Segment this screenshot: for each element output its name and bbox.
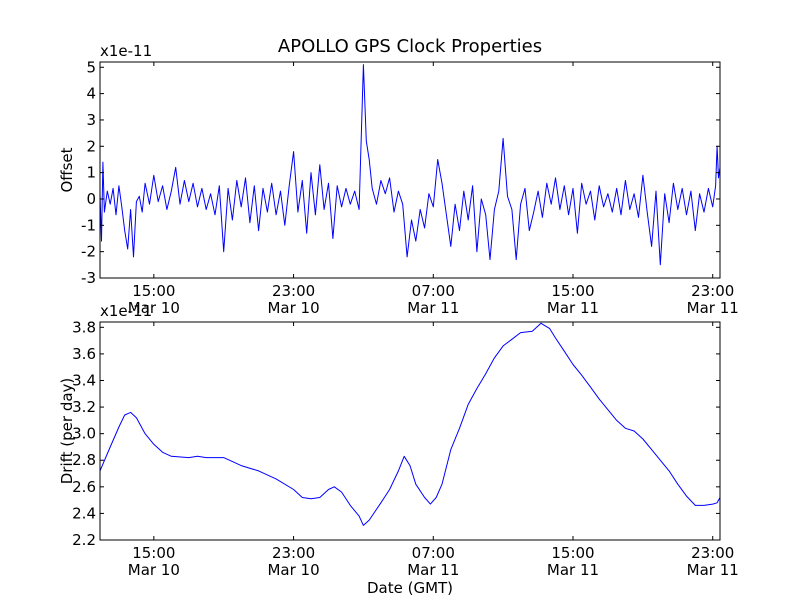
offset-x-tick-date-label: Mar 11 xyxy=(407,299,459,317)
offset-x-tick-time-label: 15:00 xyxy=(551,282,594,300)
drift-y-multiplier: x1e-11 xyxy=(100,302,152,320)
drift-x-tick-date-label: Mar 10 xyxy=(128,561,180,579)
drift-axes-frame xyxy=(99,321,721,541)
drift-x-tick-date-label: Mar 10 xyxy=(267,561,319,579)
drift-y-tick-label: 3.0 xyxy=(72,425,96,443)
offset-x-tick-date-label: Mar 11 xyxy=(547,299,599,317)
drift-x-tick-time-label: 15:00 xyxy=(551,544,594,562)
drift-x-tick-date-label: Mar 11 xyxy=(407,561,459,579)
offset-x-tick-time-label: 23:00 xyxy=(691,282,734,300)
drift-y-tick-label: 2.2 xyxy=(72,531,96,549)
drift-x-tick-time-label: 07:00 xyxy=(412,544,455,562)
drift-x-tick-time-label: 23:00 xyxy=(691,544,734,562)
offset-y-tick-label: -2 xyxy=(81,243,96,261)
offset-axes-frame xyxy=(99,61,721,279)
offset-x-tick-time-label: 15:00 xyxy=(132,282,175,300)
offset-y-axis-label: Offset xyxy=(58,147,76,192)
offset-y-tick-label: -3 xyxy=(81,269,96,287)
offset-y-multiplier: x1e-11 xyxy=(100,42,152,60)
offset-x-tick-time-label: 23:00 xyxy=(272,282,315,300)
drift-x-axis-label: Date (GMT) xyxy=(367,579,453,597)
drift-y-tick-label: 2.4 xyxy=(72,504,96,522)
drift-x-tick-date-label: Mar 11 xyxy=(687,561,739,579)
offset-x-tick-date-label: Mar 10 xyxy=(267,299,319,317)
offset-x-tick-time-label: 07:00 xyxy=(412,282,455,300)
drift-x-tick-date-label: Mar 11 xyxy=(547,561,599,579)
offset-y-tick-label: 3 xyxy=(86,111,96,129)
offset-y-tick-label: 2 xyxy=(86,137,96,155)
offset-x-tick-date-label: Mar 10 xyxy=(128,299,180,317)
drift-y-tick-label: 3.4 xyxy=(72,371,96,389)
offset-y-tick-label: -1 xyxy=(81,216,96,234)
offset-y-tick-label: 0 xyxy=(86,190,96,208)
drift-series-line xyxy=(99,322,721,526)
offset-series-line xyxy=(99,64,721,266)
chart-title: APOLLO GPS Clock Properties xyxy=(278,36,542,57)
drift-y-tick-label: 3.6 xyxy=(72,345,96,363)
offset-y-tick-label: 4 xyxy=(86,85,96,103)
drift-y-tick-label: 2.6 xyxy=(72,478,96,496)
drift-y-tick-label: 2.8 xyxy=(72,451,96,469)
drift-y-tick-label: 3.8 xyxy=(72,318,96,336)
drift-y-axis-label: Drift (per day) xyxy=(58,378,76,485)
offset-y-tick-label: 5 xyxy=(86,58,96,76)
drift-x-tick-time-label: 23:00 xyxy=(272,544,315,562)
offset-x-tick-date-label: Mar 11 xyxy=(687,299,739,317)
offset-y-tick-label: 1 xyxy=(86,164,96,182)
drift-y-tick-label: 3.2 xyxy=(72,398,96,416)
drift-x-tick-time-label: 15:00 xyxy=(132,544,175,562)
